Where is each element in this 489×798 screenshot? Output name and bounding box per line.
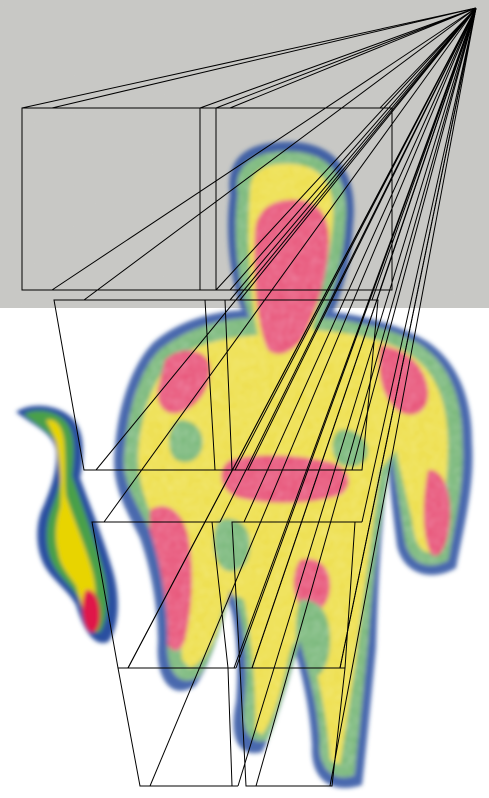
frustum-ray (229, 7, 477, 291)
frustum-ray (243, 7, 477, 523)
frustum-ray (239, 7, 477, 301)
thermal-cat (16, 405, 118, 643)
frustum-ray (199, 7, 477, 109)
frustum-ray (233, 7, 477, 669)
frustum-ray (215, 7, 477, 291)
frustum-ray (251, 7, 477, 669)
frustum-ray (219, 7, 477, 523)
frustum-ray (229, 7, 477, 109)
frustum-ray (351, 7, 477, 471)
frustum-ray (339, 7, 477, 669)
frustum-ray (237, 7, 477, 787)
frustum-ray (21, 7, 477, 109)
frustum-ray (361, 7, 477, 523)
frustum-wireframe (21, 7, 477, 787)
frustum-ray (229, 7, 477, 301)
frustum-ray (215, 7, 477, 109)
frustum-ray (255, 7, 477, 787)
frustum-ray (329, 7, 477, 787)
frustum-ray (127, 7, 477, 669)
frustum-ray (149, 7, 477, 787)
frustum-ray (51, 7, 477, 109)
frustum-ray (379, 7, 477, 109)
frustum-ray (51, 7, 477, 291)
frustum-ray (95, 7, 477, 471)
frustum-ray (83, 7, 477, 301)
frustum-ray (103, 7, 477, 523)
